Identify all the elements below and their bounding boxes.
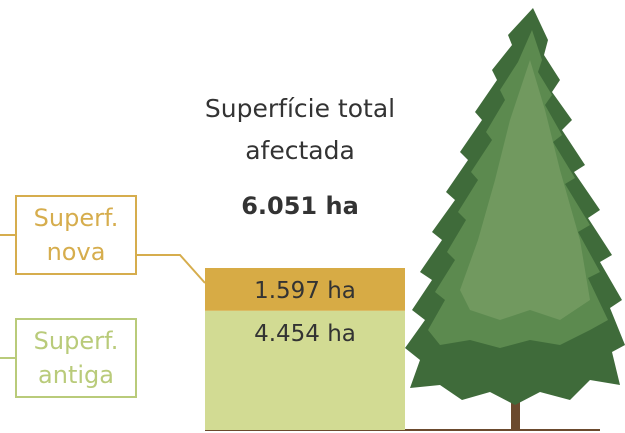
value-label: 4.454 ha [254,320,356,347]
value-label: 1.597 ha [254,278,356,304]
bar-segment [205,268,405,311]
legend-entry: Superf. antiga [15,318,137,398]
total-label: 6.051 ha [241,192,359,220]
legend-entry: Superf. nova [15,195,137,275]
leader-line [137,254,206,284]
tree [205,8,625,431]
chart-title: Superfície total afectada [204,94,396,165]
bar-segment [205,310,405,430]
